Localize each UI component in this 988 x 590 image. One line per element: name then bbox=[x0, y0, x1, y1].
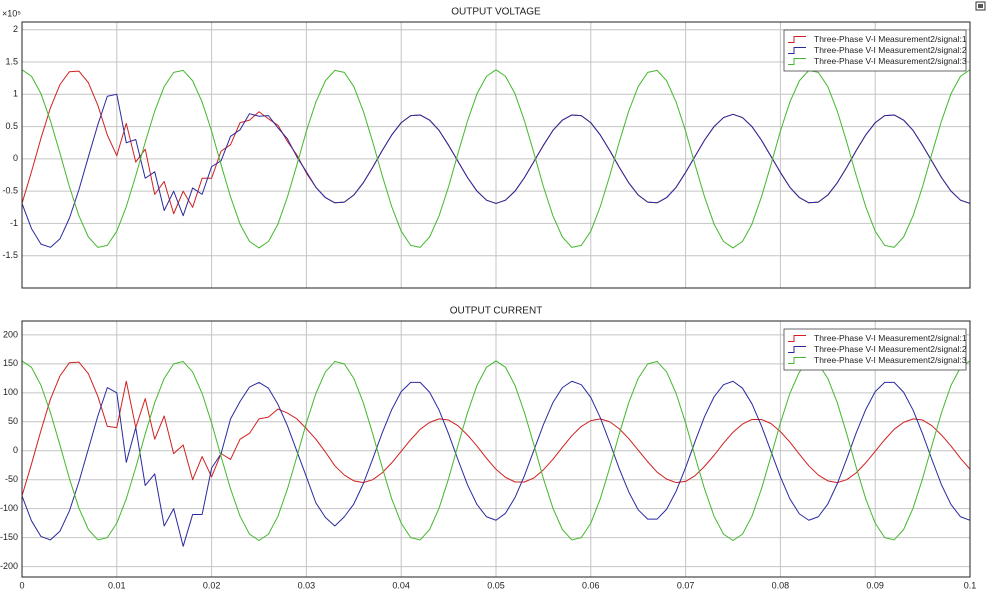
x-tick-label: 0.04 bbox=[392, 580, 410, 590]
series-line bbox=[22, 361, 970, 497]
legend-swatch bbox=[788, 346, 806, 353]
y-tick-label: 2 bbox=[13, 24, 18, 34]
legend-box bbox=[783, 328, 967, 371]
y-tick-label: -50 bbox=[5, 474, 18, 484]
legend-label: Three-Phase V-I Measurement2/signal:1 bbox=[814, 34, 967, 44]
legend-swatch bbox=[788, 357, 806, 364]
x-tick-label: 0.08 bbox=[772, 580, 790, 590]
y-tick-label: 100 bbox=[3, 387, 18, 397]
x-tick-label: 0.03 bbox=[298, 580, 316, 590]
legend-label: Three-Phase V-I Measurement2/signal:3 bbox=[814, 56, 967, 66]
y-multiplier: ×10⁵ bbox=[2, 8, 21, 18]
y-tick-label: -200 bbox=[0, 561, 18, 571]
x-tick-label: 0.02 bbox=[203, 580, 221, 590]
chart-title: OUTPUT VOLTAGE bbox=[451, 7, 541, 18]
x-tick-label: 0.06 bbox=[582, 580, 600, 590]
y-tick-label: 0.5 bbox=[5, 121, 18, 131]
y-tick-label: 1.5 bbox=[5, 56, 18, 66]
legend-swatch bbox=[788, 335, 806, 342]
dock-icon-inner bbox=[978, 4, 983, 8]
y-tick-label: -150 bbox=[0, 532, 18, 542]
y-tick-label: -100 bbox=[0, 503, 18, 513]
y-tick-label: -1.5 bbox=[2, 250, 18, 260]
x-tick-label: 0.09 bbox=[866, 580, 884, 590]
legend: Three-Phase V-I Measurement2/signal:1Thr… bbox=[783, 328, 967, 371]
legend-swatch bbox=[788, 36, 806, 43]
legend-swatch bbox=[788, 58, 806, 65]
plot-border bbox=[21, 21, 971, 289]
x-tick-label: 0.1 bbox=[964, 580, 977, 590]
chart-title: OUTPUT CURRENT bbox=[450, 306, 543, 317]
legend-swatch bbox=[788, 47, 806, 54]
legend-label: Three-Phase V-I Measurement2/signal:2 bbox=[814, 45, 967, 55]
y-tick-label: 200 bbox=[3, 329, 18, 339]
y-tick-label: 50 bbox=[8, 416, 18, 426]
dock-button[interactable] bbox=[975, 1, 986, 11]
y-tick-label: -1 bbox=[10, 218, 18, 228]
legend-label: Three-Phase V-I Measurement2/signal:1 bbox=[814, 333, 967, 343]
x-tick-label: 0 bbox=[19, 580, 24, 590]
y-tick-label: 0 bbox=[13, 153, 18, 163]
legend-box bbox=[783, 29, 967, 72]
plot-border bbox=[21, 320, 971, 578]
legend: Three-Phase V-I Measurement2/signal:1Thr… bbox=[783, 29, 967, 72]
legend-label: Three-Phase V-I Measurement2/signal:2 bbox=[814, 344, 967, 354]
x-tick-label: 0.05 bbox=[487, 580, 505, 590]
x-tick-label: 0.01 bbox=[108, 580, 126, 590]
series-line bbox=[22, 93, 970, 248]
y-tick-label: 150 bbox=[3, 358, 18, 368]
x-tick-label: 0.07 bbox=[677, 580, 695, 590]
y-tick-label: -0.5 bbox=[2, 186, 18, 196]
y-tick-label: 0 bbox=[13, 445, 18, 455]
y-tick-label: 1 bbox=[13, 89, 18, 99]
legend-label: Three-Phase V-I Measurement2/signal:3 bbox=[814, 355, 967, 365]
series-line bbox=[22, 380, 970, 547]
